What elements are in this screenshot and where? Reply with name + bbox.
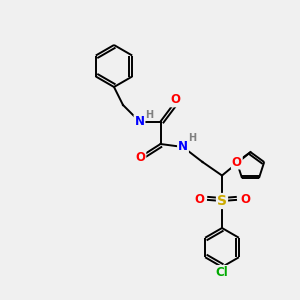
Text: O: O xyxy=(240,193,250,206)
Text: H: H xyxy=(145,110,153,120)
Text: N: N xyxy=(134,115,145,128)
Text: N: N xyxy=(178,140,188,154)
Text: O: O xyxy=(232,156,242,169)
Text: O: O xyxy=(170,93,181,106)
Text: O: O xyxy=(135,151,146,164)
Text: Cl: Cl xyxy=(216,266,228,279)
Text: S: S xyxy=(217,194,227,208)
Text: O: O xyxy=(194,193,204,206)
Text: H: H xyxy=(188,133,196,143)
